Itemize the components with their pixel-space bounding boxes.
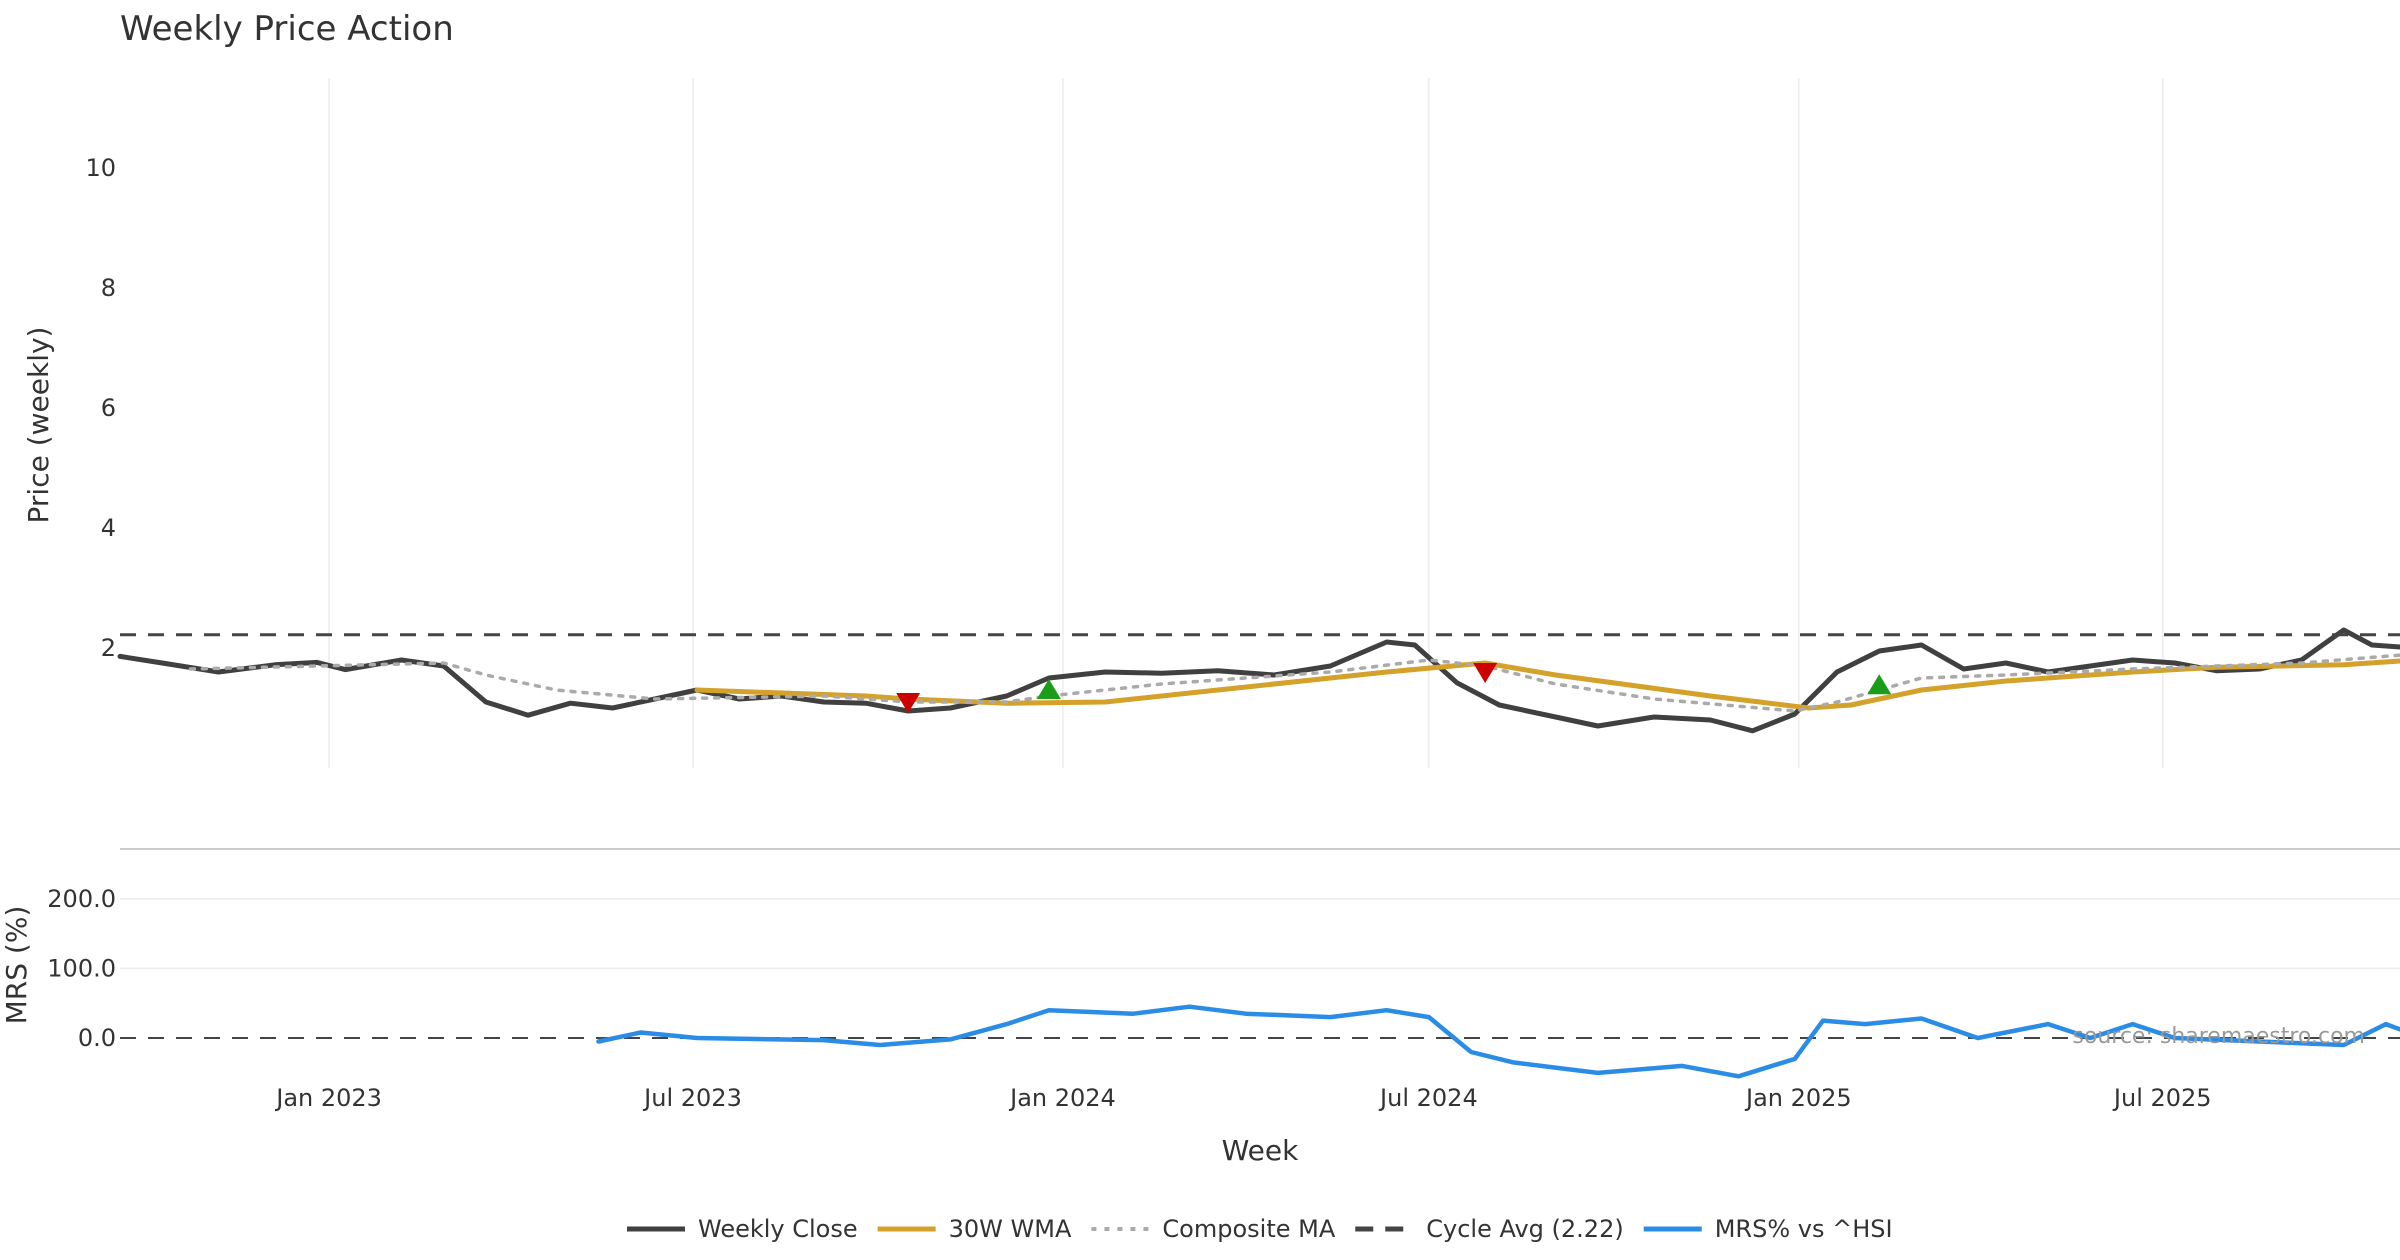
price-gridlines	[328, 78, 2164, 768]
x-tick-label: Jan 2024	[1008, 1084, 1116, 1112]
signal-marker-down	[896, 693, 921, 713]
x-tick-label: Jan 2025	[1744, 1084, 1852, 1112]
legend-label: Weekly Close	[698, 1215, 858, 1243]
price-y-tick-label: 2	[101, 634, 116, 662]
x-tick-label: Jul 2023	[642, 1084, 742, 1112]
legend-item: Weekly Close	[627, 1215, 858, 1243]
x-tick-label: Jul 2024	[1378, 1084, 1478, 1112]
mrs-plot	[596, 1004, 2400, 1079]
price-y-tick-label: 6	[101, 394, 116, 422]
source-credit: source: sharemaestro.com	[2072, 1024, 2365, 1049]
mrs-line	[596, 1004, 2400, 1079]
legend-label: 30W WMA	[949, 1215, 1072, 1243]
mrs-y-tick-label: 200.0	[47, 885, 116, 913]
x-tick-label: Jul 2025	[2112, 1084, 2212, 1112]
30w-wma-line	[694, 658, 2400, 711]
signal-marker-down	[1473, 663, 1498, 683]
legend-label: MRS% vs ^HSI	[1715, 1215, 1893, 1243]
price-y-tick-label: 10	[85, 154, 116, 182]
price-y-tick-label: 4	[101, 514, 116, 542]
mrs-y-axis: 0.0 100.0 200.0	[47, 885, 116, 1052]
legend-label: Cycle Avg (2.22)	[1426, 1215, 1623, 1243]
mrs-y-tick-label: 100.0	[47, 954, 116, 982]
mrs-gridlines	[120, 898, 2400, 1040]
composite-ma-line	[188, 653, 2400, 713]
signal-markers	[896, 663, 1892, 713]
legend-item: 30W WMA	[877, 1215, 1072, 1243]
mrs-y-tick-label: 0.0	[78, 1024, 116, 1052]
legend-item: Cycle Avg (2.22)	[1355, 1215, 1624, 1243]
signal-marker-up	[1867, 674, 1892, 695]
x-tick-label: Jan 2023	[274, 1084, 382, 1112]
weekly-close-line	[117, 627, 2400, 734]
signal-marker-up	[1036, 679, 1061, 699]
legend: Weekly Close 30W WMA Composite MA Cycle Avg…	[627, 1215, 1893, 1243]
price-y-axis: 2 4 6 8 10	[85, 154, 116, 662]
mrs-y-axis-title: MRS (%)	[0, 906, 33, 1025]
chart-title: Weekly Price Action	[120, 9, 454, 49]
x-axis: Jan 2023 Jul 2023 Jan 2024 Jul 2024 Jan 2025…	[274, 1084, 2211, 1112]
x-axis-title: Week	[1222, 1134, 1299, 1167]
legend-label: Composite MA	[1162, 1215, 1335, 1243]
legend-item: MRS% vs ^HSI	[1643, 1215, 1893, 1243]
price-y-tick-label: 8	[101, 274, 116, 302]
price-y-axis-title: Price (weekly)	[22, 327, 55, 524]
legend-item: Composite MA	[1091, 1215, 1336, 1243]
price-plot	[117, 627, 2400, 734]
